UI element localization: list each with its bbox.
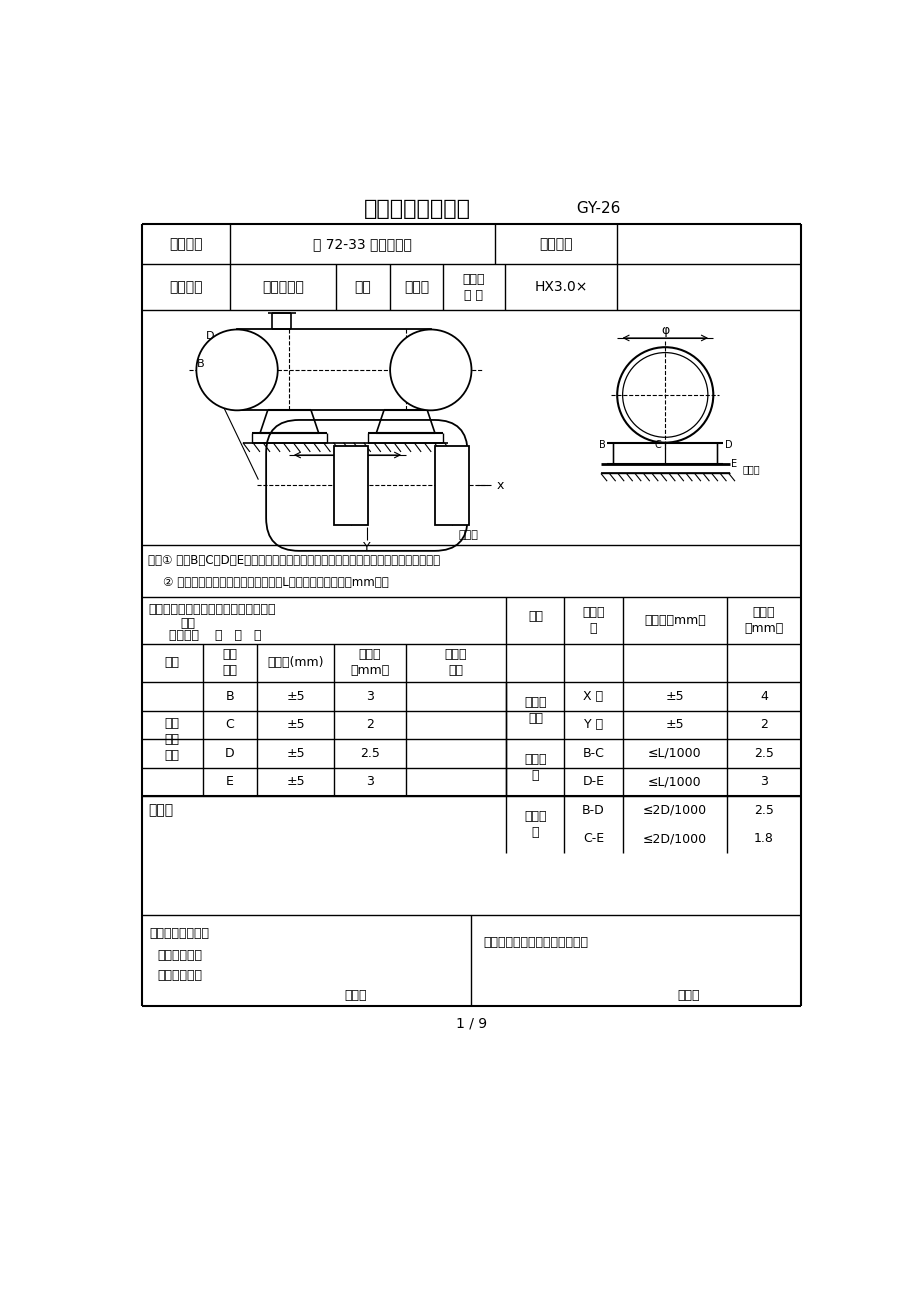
Text: C-E: C-E: [583, 832, 604, 845]
Text: 允许值（mm）: 允许值（mm）: [643, 615, 705, 628]
Text: 建设（监理）单位专业工程师：: 建设（监理）单位专业工程师：: [482, 936, 587, 949]
Text: 年月日: 年月日: [344, 990, 366, 1003]
Ellipse shape: [196, 329, 278, 410]
Text: 2.5: 2.5: [754, 803, 773, 816]
Text: 中心线
偏差: 中心线 偏差: [524, 697, 546, 725]
Text: GY-26: GY-26: [572, 201, 620, 216]
Text: 测量
部位: 测量 部位: [222, 648, 237, 677]
Text: ±5: ±5: [665, 690, 684, 703]
Text: E: E: [731, 460, 736, 469]
Text: 核验人：    年   月   日: 核验人： 年 月 日: [169, 629, 262, 642]
Text: 施工班（组）长：: 施工班（组）长：: [150, 927, 210, 940]
Bar: [435, 445, 469, 525]
FancyBboxPatch shape: [266, 421, 467, 551]
Text: 质量检查员：: 质量检查员：: [157, 949, 202, 962]
Text: 果：: 果：: [181, 617, 196, 630]
Text: 2: 2: [366, 719, 373, 732]
Text: x: x: [496, 479, 504, 492]
Text: 注：① 图中B、C、D、E分别为设备筒体上基准中心点到基础标高基准线的相对标高值。: 注：① 图中B、C、D、E分别为设备筒体上基准中心点到基础标高基准线的相对标高值…: [148, 553, 440, 566]
Text: Y: Y: [363, 540, 370, 553]
Text: E: E: [225, 776, 233, 789]
Text: 3: 3: [759, 776, 767, 789]
Bar: [237, 329, 430, 410]
Text: L: L: [344, 458, 351, 471]
Text: 测量部
位: 测量部 位: [582, 605, 604, 635]
Text: X 轴: X 轴: [583, 690, 603, 703]
Text: 3: 3: [366, 776, 373, 789]
Text: 3: 3: [366, 690, 373, 703]
Text: 结论：: 结论：: [148, 803, 174, 816]
Text: ≤L/1000: ≤L/1000: [647, 776, 701, 789]
Text: ±5: ±5: [665, 719, 684, 732]
Text: φ: φ: [661, 324, 669, 337]
Text: D: D: [224, 747, 234, 760]
Text: 工程名称: 工程名称: [169, 237, 202, 251]
Text: 技术负责人：: 技术负责人：: [157, 969, 202, 982]
Text: HX3.0×: HX3.0×: [534, 280, 587, 294]
Text: C: C: [225, 719, 233, 732]
Text: B: B: [598, 440, 605, 450]
Ellipse shape: [390, 329, 471, 410]
Text: D: D: [206, 331, 214, 341]
Text: B-C: B-C: [582, 747, 604, 760]
Text: ≤L/1000: ≤L/1000: [647, 747, 701, 760]
Bar: [334, 445, 368, 525]
Text: 型号与
规 格: 型号与 规 格: [462, 272, 484, 302]
Text: ±5: ±5: [286, 690, 304, 703]
Text: 三相分离器: 三相分离器: [262, 280, 303, 294]
Text: ±5: ±5: [286, 747, 304, 760]
Text: 1 / 9: 1 / 9: [456, 1017, 486, 1030]
Text: Y 轴: Y 轴: [584, 719, 603, 732]
Text: 年月日: 年月日: [676, 990, 699, 1003]
Text: 1.8: 1.8: [754, 832, 773, 845]
Text: 4: 4: [759, 690, 767, 703]
Text: 中心线
偏差: 中心线 偏差: [444, 648, 467, 677]
Text: ±5: ±5: [286, 776, 304, 789]
Text: 允许值(mm): 允许值(mm): [267, 656, 323, 669]
Text: 径向水
平: 径向水 平: [524, 810, 546, 838]
Text: ±5: ±5: [286, 719, 304, 732]
Text: 基准线: 基准线: [742, 464, 759, 474]
Text: 滑动端鞍座滑动裕量、螺栓松动核验结: 滑动端鞍座滑动裕量、螺栓松动核验结: [148, 603, 276, 616]
Text: 设备名称: 设备名称: [169, 280, 202, 294]
Text: B: B: [225, 690, 233, 703]
Text: 2.5: 2.5: [359, 747, 380, 760]
Text: 容器区: 容器区: [403, 280, 428, 294]
Text: 项目: 项目: [528, 611, 542, 624]
Text: 固定端: 固定端: [458, 530, 478, 540]
Text: 2.5: 2.5: [754, 747, 773, 760]
Text: B-D: B-D: [582, 803, 605, 816]
Text: ≤2D/1000: ≤2D/1000: [642, 803, 706, 816]
Text: ② 轴向水平偏差应低向排液口方向。L为两测点间的距离（mm）。: ② 轴向水平偏差应低向排液口方向。L为两测点间的距离（mm）。: [148, 575, 389, 589]
Text: 柳 72-33 脱水站工程: 柳 72-33 脱水站工程: [312, 237, 411, 251]
Text: 工程编号: 工程编号: [539, 237, 573, 251]
Text: 位号: 位号: [354, 280, 371, 294]
Text: D-E: D-E: [582, 776, 604, 789]
Text: 实测值
（mm）: 实测值 （mm）: [743, 605, 783, 635]
Text: 实测值
（mm）: 实测值 （mm）: [350, 648, 389, 677]
Text: 安装
标高
偏差: 安装 标高 偏差: [165, 716, 179, 762]
Text: C: C: [654, 440, 661, 450]
Text: 2: 2: [759, 719, 767, 732]
Text: 项目: 项目: [165, 656, 179, 669]
Text: D: D: [724, 440, 732, 450]
Text: 轴向水
平: 轴向水 平: [524, 753, 546, 783]
Text: 卧式设备安装记录: 卧式设备安装记录: [363, 199, 471, 219]
Text: ≤2D/1000: ≤2D/1000: [642, 832, 706, 845]
Text: B: B: [197, 359, 204, 368]
